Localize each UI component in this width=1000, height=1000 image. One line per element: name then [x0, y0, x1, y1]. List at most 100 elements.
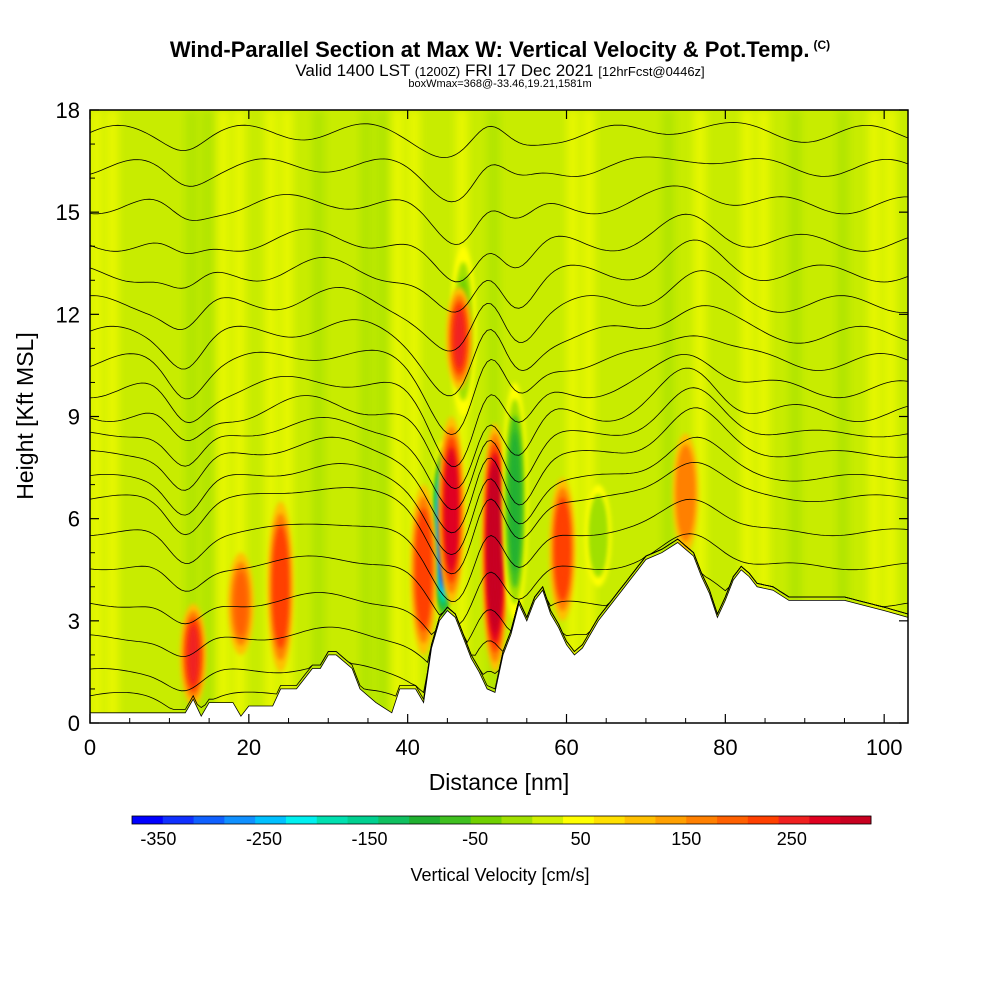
texture-band: [217, 110, 230, 723]
y-tick-label: 3: [68, 609, 80, 634]
isentrope-line: [90, 239, 908, 313]
colorbar: -350 -250 -150 -50 50 150 250: [131, 815, 872, 849]
colorbar-tick-label: -150: [352, 829, 388, 849]
valid-time-line: Valid 1400 LST (1200Z) FRI 17 Dec 2021 […: [0, 61, 1000, 81]
colorbar-swatch: [255, 816, 287, 824]
colorbar-swatch: [686, 816, 718, 824]
velocity-cell: [234, 571, 248, 637]
colorbar-swatch: [162, 816, 194, 824]
colorbar-swatch: [347, 816, 379, 824]
x-tick-label: 100: [866, 735, 903, 760]
terrain: [90, 542, 908, 723]
y-axis: 0 3 6 9 12 15 18: [56, 98, 908, 736]
y-axis-label: Height [Kft MSL]: [12, 332, 38, 499]
velocity-cell: [591, 503, 605, 569]
x-axis-label: Distance [nm]: [429, 769, 570, 795]
forecast-info: [12hrFcst@0446z]: [598, 64, 705, 79]
isentrope-line: [90, 270, 908, 352]
texture-band: [868, 110, 881, 723]
colorbar-tick-label: -350: [140, 829, 176, 849]
texture-band: [788, 110, 802, 723]
texture-band: [566, 110, 580, 723]
texture-band: [741, 110, 754, 723]
velocity-cell: [453, 308, 465, 369]
texture-band: [201, 110, 214, 723]
isentrope-line: [90, 436, 908, 556]
colorbar-swatch: [840, 816, 872, 824]
isentrope-line: [90, 498, 908, 602]
y-tick-label: 9: [68, 405, 80, 430]
colorbar-swatch: [470, 816, 502, 824]
colorbar-swatch: [439, 816, 472, 824]
y-tick-label: 12: [56, 302, 80, 327]
colorbar-swatch: [532, 816, 564, 824]
velocity-cell: [275, 536, 287, 637]
colorbar-swatch: [624, 816, 656, 824]
colorbar-swatch: [378, 816, 410, 824]
valid-time-utc: (1200Z): [414, 64, 461, 79]
colorbar-tick-label: 250: [777, 829, 807, 849]
colorbar-swatch: [193, 816, 225, 824]
texture-band: [375, 110, 389, 723]
texture-band: [884, 110, 897, 723]
colorbar-label: Vertical Velocity [cm/s]: [410, 865, 589, 885]
colorbar-swatch: [717, 816, 749, 824]
x-axis: 0 20 40 60 80 100: [84, 110, 903, 760]
isentrope-line: [90, 387, 908, 511]
isentrope-line: [90, 538, 908, 644]
isentrope-line: [90, 185, 908, 245]
colorbar-tick-label: -50: [462, 829, 488, 849]
copyright-mark: (C): [813, 37, 831, 52]
velocity-cell: [446, 457, 457, 563]
chart-title: Wind-Parallel Section at Max W: Vertical…: [0, 37, 1000, 63]
y-tick-label: 18: [56, 98, 80, 123]
colorbar-swatch: [132, 816, 164, 824]
texture-band: [105, 110, 119, 723]
colorbar-tick-label: 150: [671, 829, 701, 849]
plot-area: [90, 110, 908, 723]
isentrope-line: [90, 335, 908, 436]
velocity-cell: [490, 481, 500, 614]
valid-time: Valid 1400 LST: [295, 61, 410, 80]
x-tick-label: 60: [554, 735, 578, 760]
colorbar-swatch: [224, 816, 256, 824]
colorbar-swatch: [285, 816, 318, 824]
velocity-features: [180, 246, 699, 706]
isentropes: [90, 122, 908, 710]
colorbar-tick-label: -250: [246, 829, 282, 849]
x-tick-label: 0: [84, 735, 96, 760]
colorbar-swatch: [778, 816, 810, 824]
y-tick-label: 6: [68, 507, 80, 532]
valid-date: FRI 17 Dec 2021: [465, 61, 594, 80]
x-tick-label: 80: [713, 735, 737, 760]
x-tick-label: 40: [395, 735, 419, 760]
colorbar-swatch: [409, 816, 441, 824]
texture-band: [757, 110, 770, 723]
chart-title-text: Wind-Parallel Section at Max W: Vertical…: [169, 37, 810, 62]
isentrope-line: [90, 305, 908, 397]
isentrope-line: [90, 533, 908, 625]
texture-band: [391, 110, 405, 723]
isentrope-line: [90, 213, 908, 283]
isentrope-line: [90, 354, 908, 468]
colorbar-swatch: [655, 816, 687, 824]
velocity-cell: [679, 455, 692, 531]
colorbar-swatch: [563, 816, 595, 824]
y-tick-label: 0: [68, 711, 80, 736]
isentrope-line: [90, 367, 908, 490]
velocity-cell: [509, 431, 521, 572]
colorbar-swatch: [593, 816, 626, 824]
y-tick-label: 15: [56, 200, 80, 225]
isentrope-line: [90, 407, 908, 534]
colorbar-swatch: [501, 816, 533, 824]
texture-band: [185, 110, 199, 723]
box-wmax-info: boxWmax=368@-33.46,19.21,1581m: [408, 78, 592, 90]
isentrope-line: [90, 156, 908, 203]
velocity-cell: [557, 507, 569, 592]
colorbar-swatch: [747, 816, 780, 824]
colorbar-tick-label: 50: [571, 829, 591, 849]
x-tick-label: 20: [237, 735, 261, 760]
velocity-cell: [187, 624, 199, 685]
colorbar-swatch: [316, 816, 348, 824]
